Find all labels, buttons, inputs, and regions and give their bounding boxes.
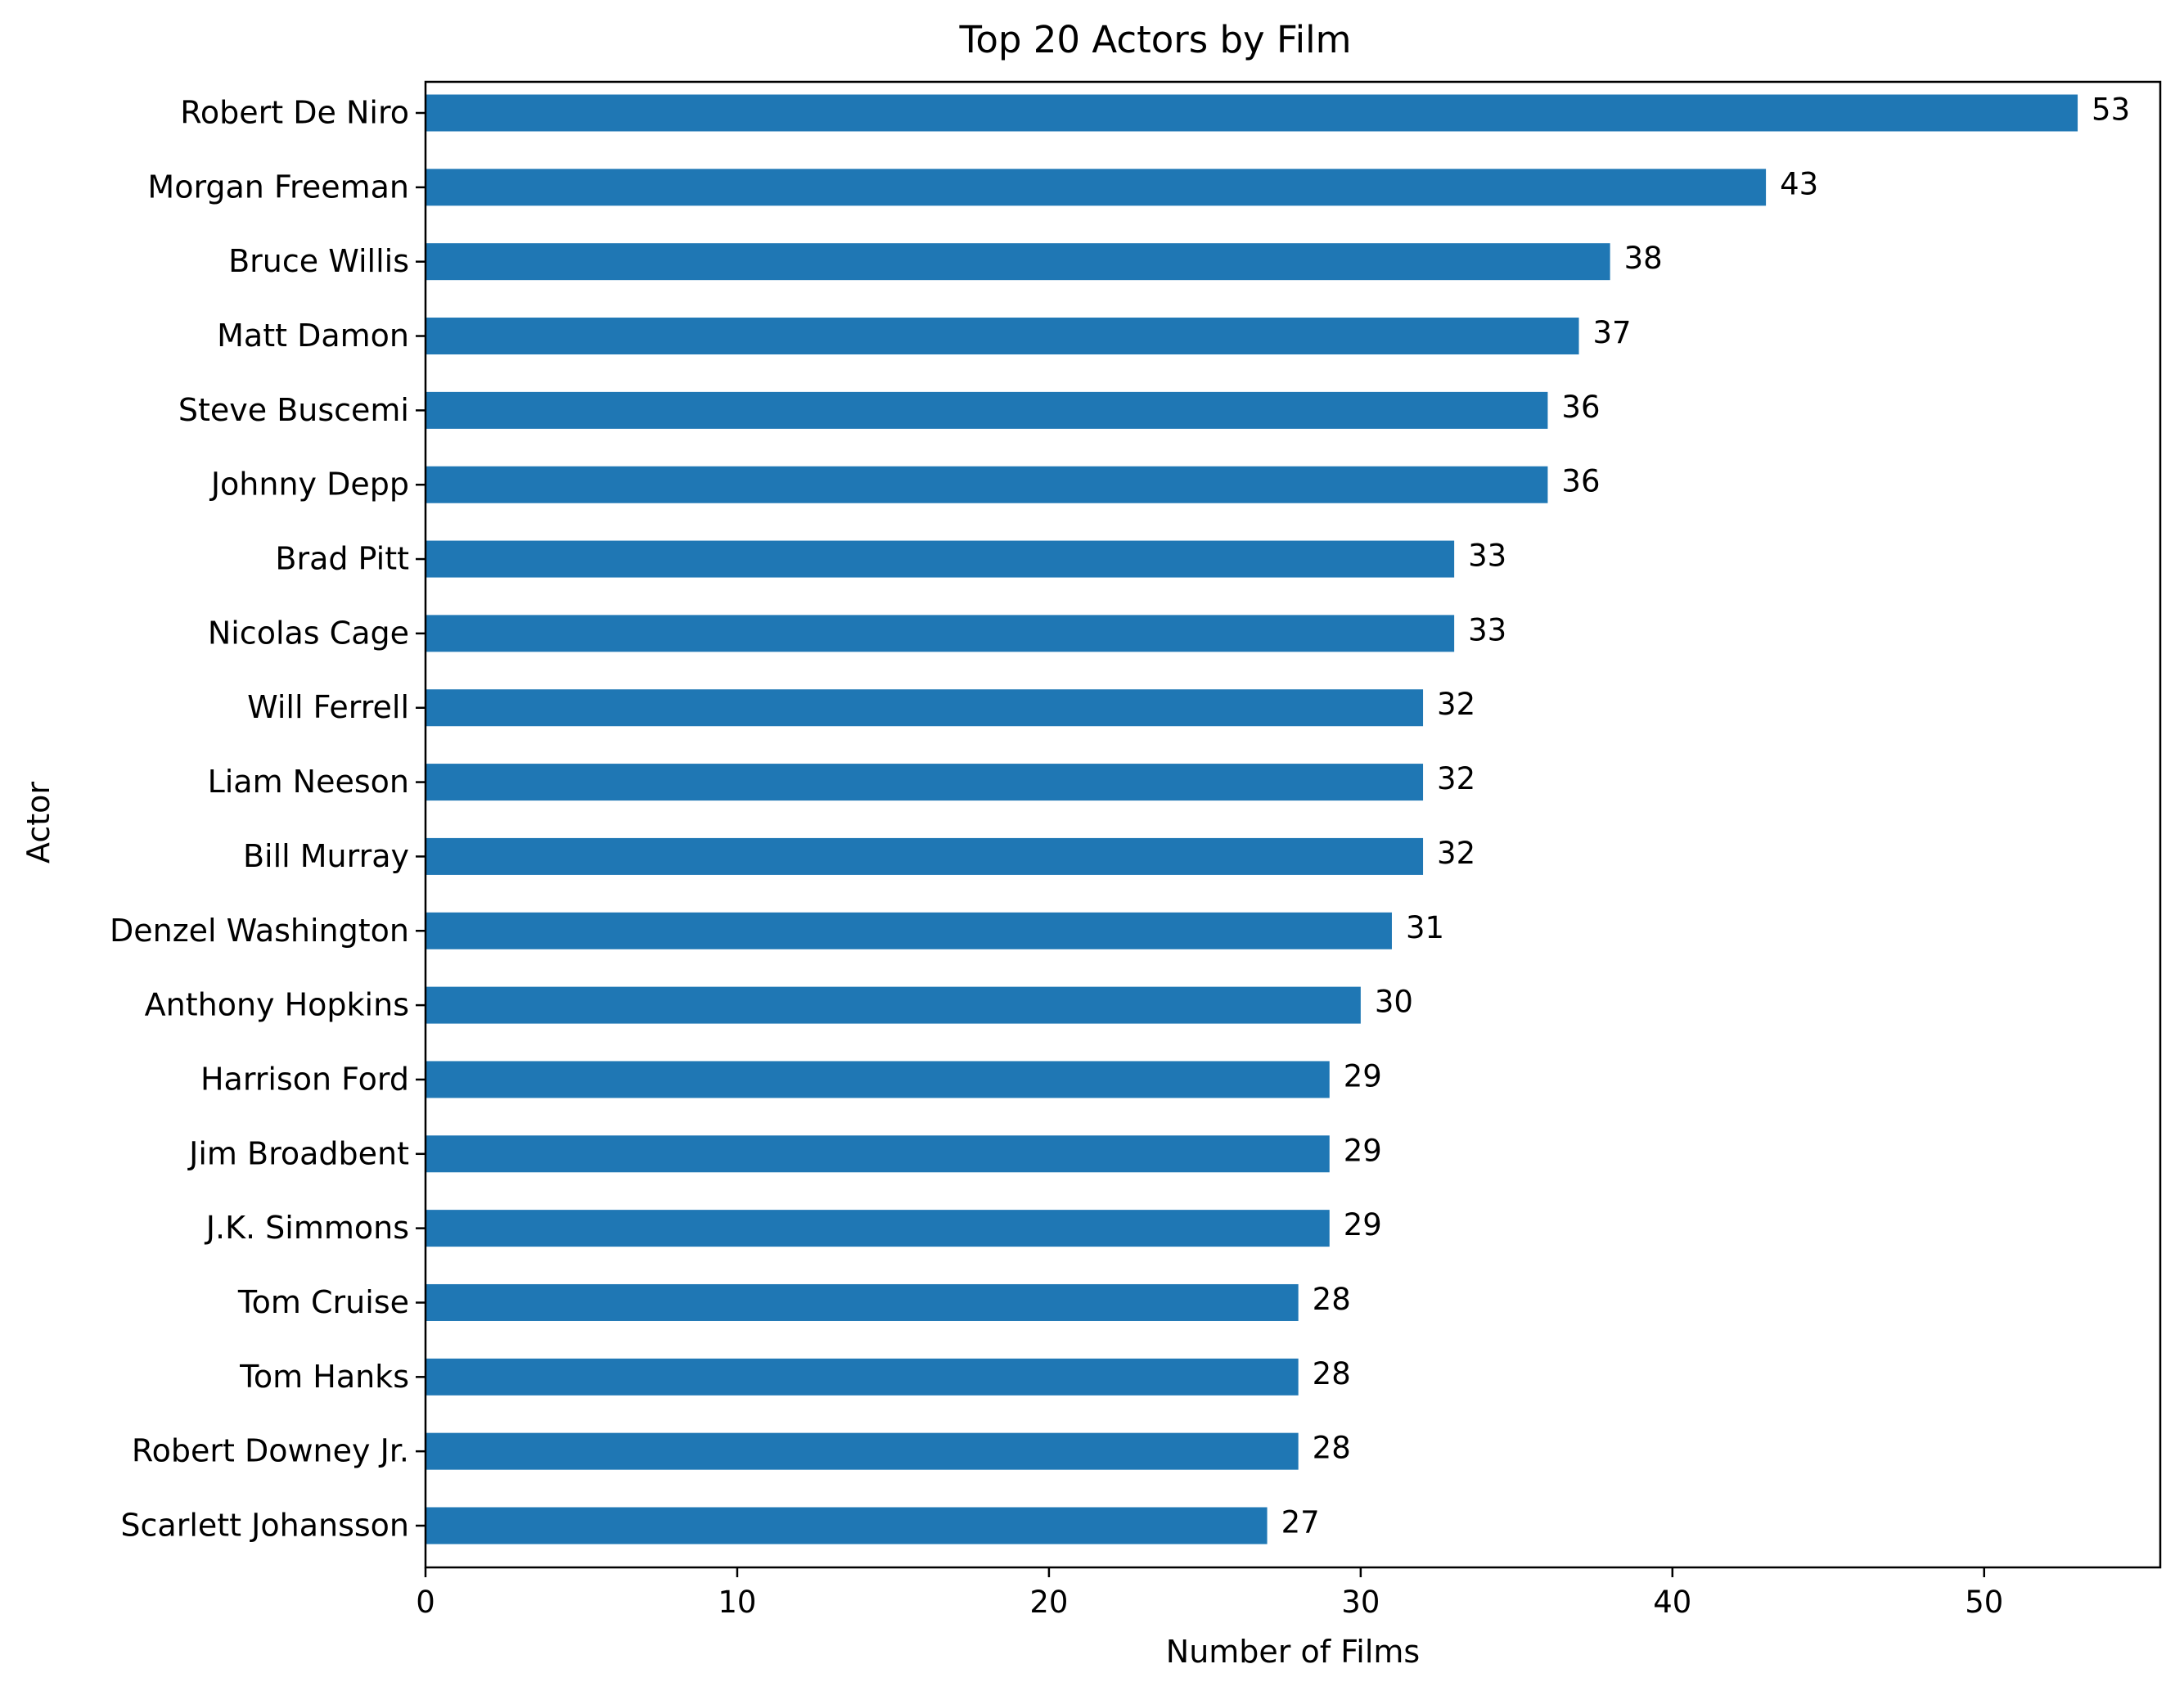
bar-value-label: 43 <box>1780 166 1818 201</box>
bar-value-label: 32 <box>1437 836 1475 871</box>
bar <box>426 1432 1299 1470</box>
y-tick-label: Nicolas Cage <box>208 615 409 651</box>
y-tick-label: Scarlett Johansson <box>120 1508 409 1544</box>
bar <box>426 94 2078 132</box>
y-tick-label: Johnny Depp <box>209 467 409 503</box>
y-tick-label: Will Ferrell <box>247 689 409 725</box>
bar-value-label: 28 <box>1313 1356 1351 1391</box>
x-axis-label: Number of Films <box>1166 1634 1420 1670</box>
y-tick-label: Bruce Willis <box>228 243 409 279</box>
y-tick-label: Denzel Washington <box>110 913 409 949</box>
bar <box>426 912 1392 949</box>
bar-value-label: 29 <box>1344 1058 1382 1094</box>
y-tick-label: Jim Broadbent <box>187 1135 409 1171</box>
y-tick-label: Tom Hanks <box>239 1359 409 1395</box>
bar-value-label: 33 <box>1468 612 1506 647</box>
y-tick-label: Matt Damon <box>217 318 409 354</box>
bar <box>426 764 1424 801</box>
bar-value-label: 38 <box>1624 241 1663 276</box>
bar-value-label: 31 <box>1406 910 1444 945</box>
y-tick-label: Steve Buscemi <box>178 392 409 428</box>
bars-group <box>426 94 2078 1544</box>
bar <box>426 1210 1330 1247</box>
y-axis: Robert De Niro Morgan Freeman Bruce Willis… <box>110 95 426 1544</box>
bar <box>426 615 1455 652</box>
bar-value-label: 32 <box>1437 761 1475 796</box>
bar-value-label: 37 <box>1593 315 1632 350</box>
bar <box>426 1135 1330 1173</box>
x-tick-label: 0 <box>416 1585 435 1620</box>
y-tick-label: Anthony Hopkins <box>145 987 409 1023</box>
y-tick-label: Brad Pitt <box>275 541 409 577</box>
y-tick-label: Robert Downey Jr. <box>132 1433 409 1469</box>
bar-value-label: 29 <box>1344 1207 1382 1242</box>
x-tick-label: 20 <box>1029 1585 1068 1620</box>
bar-value-label: 33 <box>1468 539 1506 574</box>
bar <box>426 243 1610 281</box>
bar <box>426 986 1361 1024</box>
y-tick-label: Tom Cruise <box>237 1284 409 1320</box>
bar-value-label: 36 <box>1561 390 1600 425</box>
bar <box>426 169 1767 206</box>
y-tick-label: Robert De Niro <box>180 95 409 131</box>
y-tick-label: Morgan Freeman <box>147 169 409 205</box>
y-tick-label: J.K. Simmons <box>205 1210 409 1246</box>
bar-value-label: 28 <box>1313 1282 1351 1317</box>
bar-value-label: 27 <box>1281 1505 1320 1540</box>
bar <box>426 1358 1299 1396</box>
y-axis-label: Actor <box>20 782 56 864</box>
x-tick-label: 50 <box>1965 1585 2003 1620</box>
bar <box>426 1283 1299 1321</box>
bar-value-label: 32 <box>1437 687 1475 722</box>
bar <box>426 540 1455 578</box>
y-tick-label: Liam Neeson <box>208 764 409 800</box>
bar <box>426 1507 1268 1544</box>
bar <box>426 466 1548 503</box>
x-tick-label: 40 <box>1653 1585 1691 1620</box>
y-tick-label: Bill Murray <box>243 838 409 874</box>
plot-frame <box>424 80 2162 1569</box>
y-tick-label: Harrison Ford <box>200 1061 409 1097</box>
bar <box>426 1061 1330 1098</box>
x-tick-label: 30 <box>1341 1585 1380 1620</box>
chart-title: Top 20 Actors by Film <box>959 18 1352 61</box>
bar <box>426 837 1424 875</box>
bar-value-label: 30 <box>1375 985 1413 1020</box>
bar <box>426 391 1548 429</box>
x-axis: 0 10 20 30 40 50 <box>416 1567 2003 1620</box>
bar <box>426 318 1579 355</box>
bar-value-label: 53 <box>2092 92 2130 128</box>
bar <box>426 689 1424 727</box>
x-tick-label: 10 <box>718 1585 756 1620</box>
bar-value-label: 28 <box>1313 1431 1351 1466</box>
bar-value-label: 29 <box>1344 1133 1382 1168</box>
bar-value-label: 36 <box>1561 464 1600 499</box>
value-labels-group: 53 43 38 37 36 36 33 33 32 32 32 31 30 29 29 29 28 28 28 27 <box>1281 92 2131 1540</box>
